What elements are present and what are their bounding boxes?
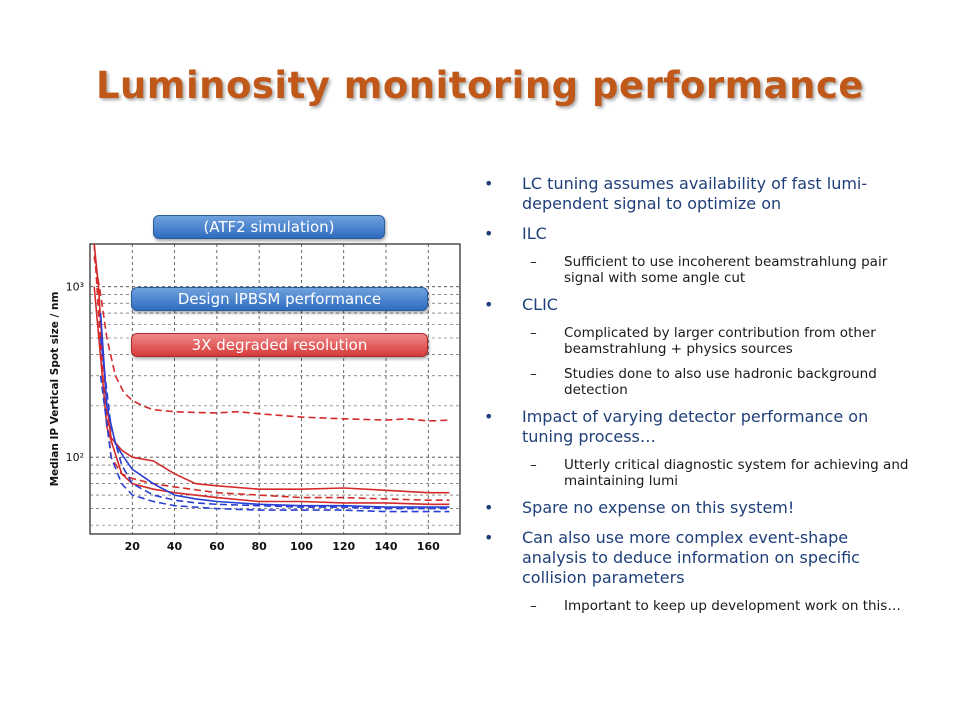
- bullet-marker: •: [484, 407, 494, 426]
- series-line-blue-7: [99, 375, 450, 513]
- sub-bullet-item: – Sufficient to use incoherent beamstrahl…: [484, 254, 914, 286]
- bullet-text: Spare no expense on this system!: [522, 498, 795, 517]
- bullet-marker: •: [484, 295, 494, 314]
- sub-bullet-marker: –: [530, 254, 537, 270]
- bullet-text: Can also use more complex event-shape an…: [522, 528, 860, 587]
- series-line-red-1: [93, 256, 450, 422]
- bullet-list: • LC tuning assumes availability of fast …: [484, 174, 914, 623]
- bullet-marker: •: [484, 224, 494, 243]
- x-tick-label: 120: [332, 540, 355, 553]
- bullet-item: • ILC: [484, 224, 914, 244]
- sub-bullet-item: – Studies done to also use hadronic backg…: [484, 366, 914, 398]
- design-ipbsm-label: Design IPBSM performance: [131, 287, 428, 311]
- bullet-text: ILC: [522, 224, 547, 243]
- bullet-marker: •: [484, 528, 494, 547]
- series-line-red-4: [93, 286, 450, 506]
- atf2-simulation-label: (ATF2 simulation): [153, 215, 385, 239]
- bullet-item: • CLIC: [484, 295, 914, 315]
- sub-bullet-item: – Utterly critical diagnostic system for …: [484, 457, 914, 489]
- sub-bullet-marker: –: [530, 598, 537, 614]
- x-tick-label: 20: [125, 540, 141, 553]
- bullet-marker: •: [484, 498, 494, 517]
- sub-bullet-text: Utterly critical diagnostic system for a…: [564, 457, 909, 489]
- bullet-item: • Spare no expense on this system!: [484, 498, 914, 518]
- y-tick-label: 10³: [66, 281, 84, 294]
- bullet-item: • LC tuning assumes availability of fast …: [484, 174, 914, 214]
- sub-bullet-marker: –: [530, 457, 537, 473]
- x-tick-label: 60: [209, 540, 225, 553]
- bullet-text: Impact of varying detector performance o…: [522, 407, 869, 446]
- x-tick-label: 160: [417, 540, 440, 553]
- sub-bullet-marker: –: [530, 325, 537, 341]
- x-tick-label: 80: [251, 540, 267, 553]
- sub-bullet-item: – Important to keep up development work o…: [484, 598, 914, 614]
- series-line-blue-6: [99, 337, 450, 510]
- series-line-blue-5: [99, 313, 450, 508]
- bullet-text: LC tuning assumes availability of fast l…: [522, 174, 868, 213]
- sub-bullet-text: Sufficient to use incoherent beamstrahlu…: [564, 254, 888, 286]
- bullet-item: • Impact of varying detector performance …: [484, 407, 914, 447]
- degraded-resolution-label: 3X degraded resolution: [131, 333, 428, 357]
- sub-bullet-item: – Complicated by larger contribution from…: [484, 325, 914, 357]
- x-tick-label: 140: [375, 540, 398, 553]
- bullet-item: • Can also use more complex event-shape a…: [484, 528, 914, 588]
- sub-bullet-text: Studies done to also use hadronic backgr…: [564, 366, 877, 398]
- x-tick-label: 100: [290, 540, 313, 553]
- sub-bullet-text: Important to keep up development work on…: [564, 598, 901, 614]
- slide-title: Luminosity monitoring performance: [95, 64, 865, 107]
- y-tick-label: 10²: [66, 451, 84, 464]
- x-tick-label: 40: [167, 540, 183, 553]
- y-axis-label: Median IP Vertical Spot size / nm: [49, 292, 61, 487]
- sub-bullet-marker: –: [530, 366, 537, 382]
- bullet-text: CLIC: [522, 295, 558, 314]
- series-line-red-3: [93, 243, 450, 502]
- bullet-marker: •: [484, 174, 494, 193]
- spot-size-chart: 20 40 60 80 100 120 140 160 10³ 10² Median IP Vert…: [49, 243, 461, 553]
- sub-bullet-text: Complicated by larger contribution from …: [564, 325, 876, 357]
